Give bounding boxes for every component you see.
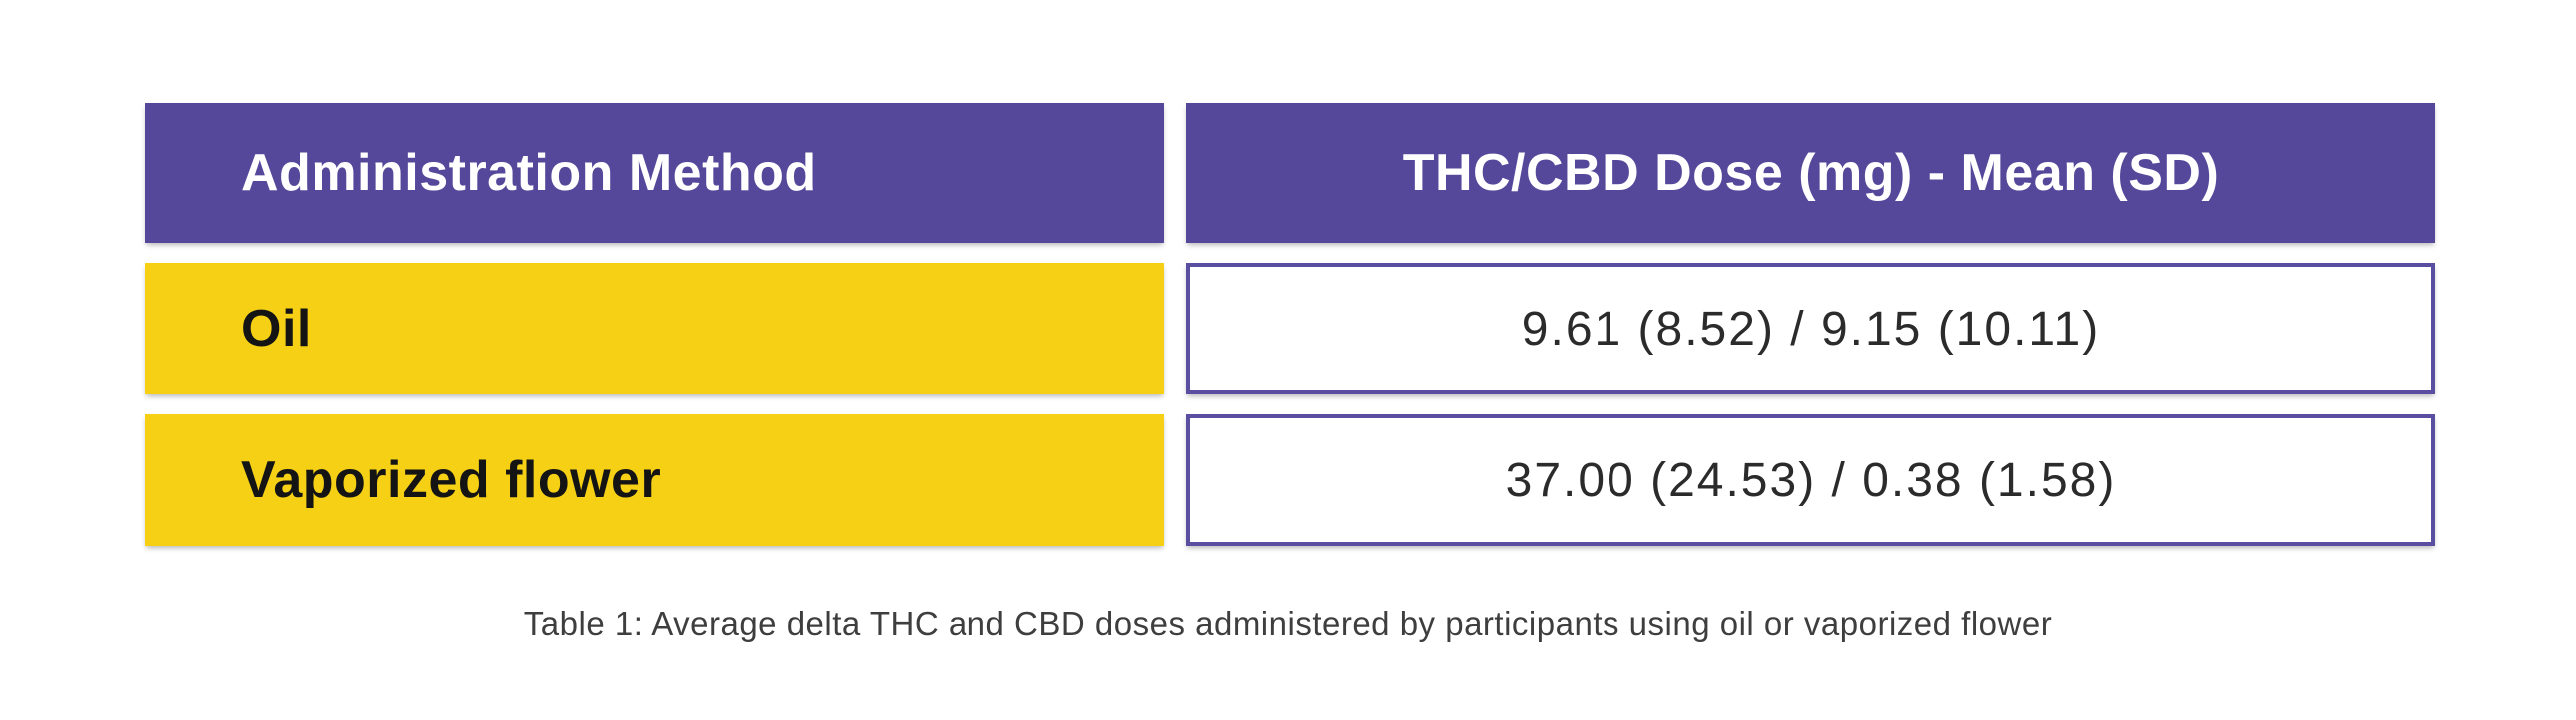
row-vaporized-flower-method-label: Vaporized flower	[241, 451, 662, 509]
administration-method-header-label: Administration Method	[241, 144, 817, 202]
row-oil-method-label: Oil	[241, 300, 312, 358]
table-caption: Table 1: Average delta THC and CBD doses…	[523, 605, 2053, 642]
row-vaporized-flower-dose-cell: 37.00 (24.53) / 0.38 (1.58)	[1186, 414, 2435, 546]
dose-table: Administration Method THC/CBD Dose (mg) …	[145, 103, 2435, 546]
row-vaporized-flower-method-cell: Vaporized flower	[145, 414, 1164, 546]
row-vaporized-flower-dose-value: 37.00 (24.53) / 0.38 (1.58)	[1505, 453, 2117, 507]
row-oil-dose-value: 9.61 (8.52) / 9.15 (10.11)	[1521, 302, 2101, 356]
row-oil-method-cell: Oil	[145, 263, 1164, 394]
column-header-thc-cbd-dose: THC/CBD Dose (mg) - Mean (SD)	[1186, 103, 2435, 243]
column-header-administration-method: Administration Method	[145, 103, 1164, 243]
row-oil-dose-cell: 9.61 (8.52) / 9.15 (10.11)	[1186, 263, 2435, 394]
thc-cbd-dose-header-label: THC/CBD Dose (mg) - Mean (SD)	[1402, 144, 2220, 202]
